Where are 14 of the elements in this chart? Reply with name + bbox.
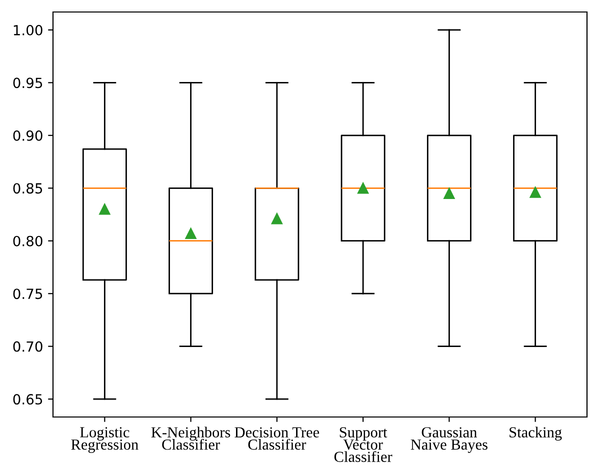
y-tick-label: 0.65 [13,394,42,405]
x-tick-label: Decision Tree Classifier [234,427,320,450]
x-tick-label: Stacking [510,426,562,441]
y-tick-label: 1.00 [14,24,42,36]
y-tick-label: 0.70 [13,341,42,352]
x-tick-label: Support Vector Classifier [334,427,392,462]
y-tick-label: 0.95 [13,78,42,88]
y-tick-label: 0.90 [13,130,42,141]
x-tick-label: Gaussian Naive Bayes [410,427,488,453]
y-tick-label: 0.75 [13,288,42,300]
x-tick-label: Logistic Regression [71,427,138,453]
y-tick-label: 0.85 [13,183,42,194]
y-tick-label: 0.80 [13,236,42,246]
x-tick-label: K-Neighbors Classifier [151,426,230,450]
